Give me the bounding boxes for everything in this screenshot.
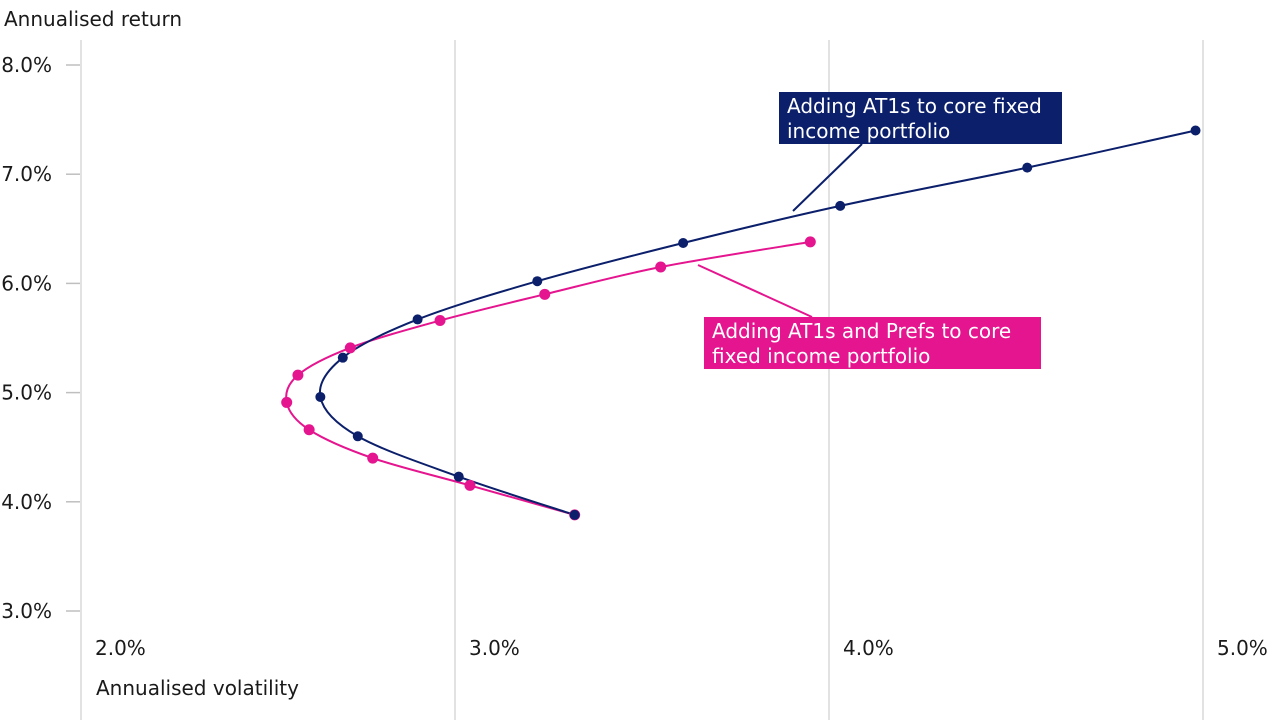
series-0-point-6: [532, 276, 543, 287]
series-1-point-9: [655, 261, 667, 273]
x-tick-label: 3.0%: [469, 636, 520, 660]
series-1-point-5: [292, 369, 304, 381]
x-axis-title: Annualised volatility: [96, 676, 299, 700]
x-tick-label: 2.0%: [95, 636, 146, 660]
series-0-point-7: [678, 237, 689, 248]
series-line-1: [285, 240, 811, 516]
series-0-point-10: [1190, 125, 1201, 136]
grid-lines: [80, 40, 1204, 720]
x-tick-label: 5.0%: [1217, 636, 1268, 660]
annotation-leaders: [697, 143, 863, 318]
y-tick-label: 3.0%: [1, 599, 52, 623]
series-1-point-8: [539, 288, 551, 300]
leader-at1s: [792, 143, 863, 212]
leader-at1s-prefs: [697, 264, 813, 318]
y-tick-label: 4.0%: [1, 490, 52, 514]
series-1-point-3: [303, 424, 315, 436]
series-0-point-8: [835, 200, 846, 211]
series-0-point-2: [352, 431, 363, 442]
series-layer: [281, 125, 1201, 521]
series-0-point-4: [337, 352, 348, 363]
series-1-point-4: [281, 396, 293, 408]
y-tick-label: 7.0%: [1, 162, 52, 186]
y-tick-label: 8.0%: [1, 53, 52, 77]
series-1-point-10: [804, 236, 816, 248]
series-1-point-2: [367, 452, 379, 464]
y-axis-title: Annualised return: [4, 7, 183, 31]
series-0-point-3: [315, 391, 326, 402]
series-1-point-1: [464, 479, 476, 491]
series-0-point-1: [453, 471, 464, 482]
x-axis-ticks: 2.0% 3.0% 4.0% 5.0%: [95, 636, 1268, 660]
series-0-point-9: [1022, 162, 1033, 173]
series-label-at1s: Adding AT1s to core fixed income portfol…: [779, 92, 1062, 144]
y-tick-label: 5.0%: [1, 381, 52, 405]
series-1-point-7: [434, 315, 446, 327]
y-tick-label: 6.0%: [1, 271, 52, 295]
series-0-point-0: [569, 509, 580, 520]
series-line-0: [318, 129, 1196, 516]
y-axis-ticks: 3.0% 4.0% 5.0% 6.0% 7.0% 8.0%: [1, 53, 80, 623]
series-label-at1s-prefs: Adding AT1s and Prefs to core fixed inco…: [704, 317, 1041, 369]
series-1-point-6: [344, 342, 356, 354]
x-tick-label: 4.0%: [843, 636, 894, 660]
series-0-point-5: [412, 314, 423, 325]
